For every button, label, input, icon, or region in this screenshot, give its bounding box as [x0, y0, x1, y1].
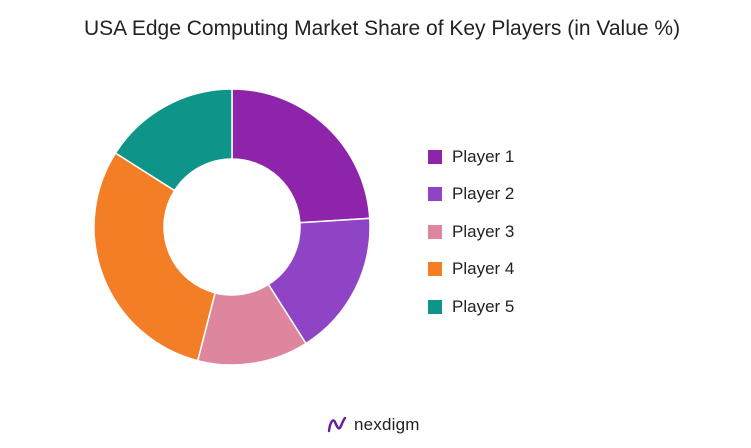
legend-item-2: Player 2: [428, 176, 514, 214]
donut-slice-5: [114, 88, 233, 192]
logo-text: nexdigm: [354, 415, 420, 434]
legend-swatch: [428, 224, 442, 239]
nexdigm-logo-icon: [327, 416, 347, 433]
donut-slice-2: [267, 217, 371, 345]
legend-item-1: Player 1: [428, 138, 514, 176]
legend-swatch: [428, 187, 442, 202]
legend-item-4: Player 4: [428, 251, 514, 289]
legend-label: Player 3: [452, 221, 515, 241]
legend-label: Player 4: [452, 259, 515, 279]
chart-title: USA Edge Computing Market Share of Key P…: [84, 17, 681, 40]
nexdigm-logo: nexdigm: [326, 414, 420, 436]
legend-label: Player 2: [452, 184, 515, 204]
legend-item-3: Player 3: [428, 213, 514, 251]
legend-label: Player 5: [452, 296, 515, 316]
legend-swatch: [428, 262, 442, 277]
legend-item-5: Player 5: [428, 288, 514, 326]
donut-slice-1: [231, 88, 371, 224]
legend-swatch: [428, 299, 442, 314]
legend-swatch: [428, 149, 442, 164]
chart-legend: Player 1 Player 2 Player 3 Player 4 Player 5: [428, 138, 514, 326]
legend-label: Player 1: [452, 146, 515, 166]
donut-slice-4: [93, 152, 217, 362]
